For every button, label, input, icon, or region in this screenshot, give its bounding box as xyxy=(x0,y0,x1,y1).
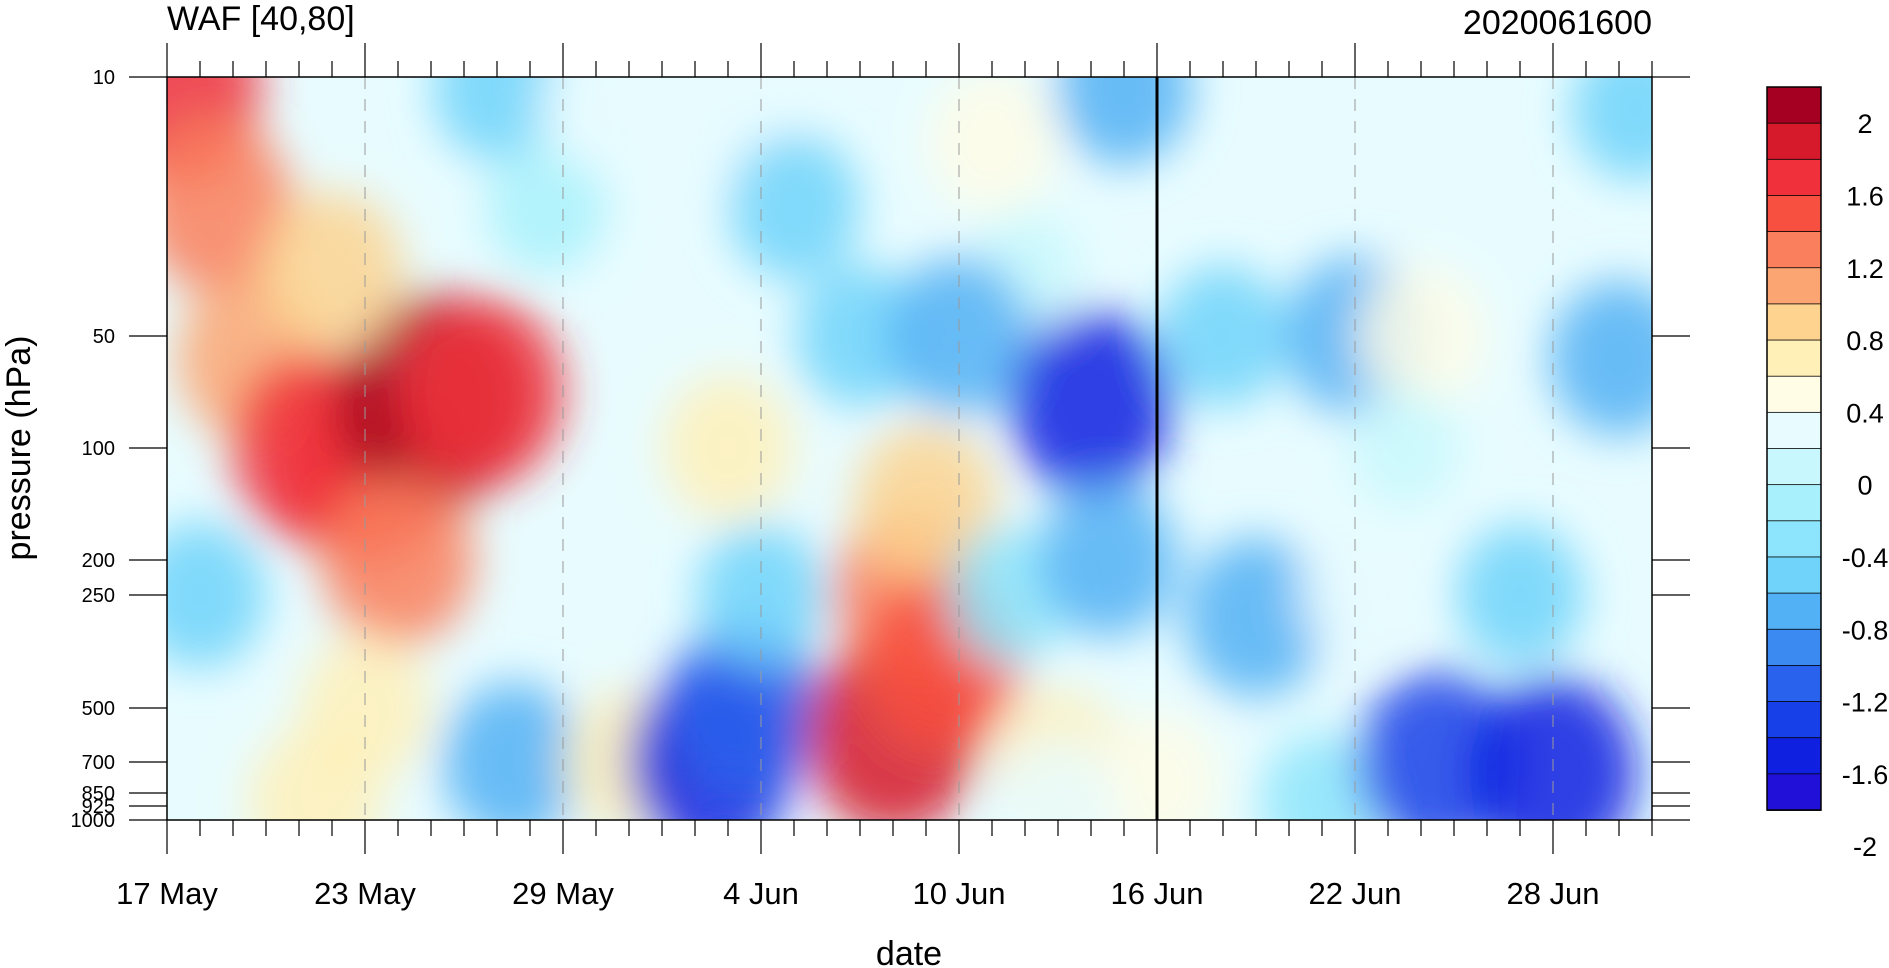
field-blob-49 xyxy=(1571,77,1652,181)
plot-area xyxy=(167,77,1652,820)
x-tick-label-5: 16 Jun xyxy=(1110,876,1203,911)
x-tick-label-1: 23 May xyxy=(314,876,416,911)
field-blob-10 xyxy=(247,726,384,820)
colorbar-swatch-14 xyxy=(1766,592,1822,631)
field-blob-12 xyxy=(167,521,266,669)
y-tick-label-6: 700 xyxy=(82,752,115,774)
y-tick-label-8: 925 xyxy=(82,796,115,818)
field-layer xyxy=(167,77,1652,820)
colorbar-swatch-2 xyxy=(1766,158,1822,197)
y-tick-label-2: 100 xyxy=(82,438,115,460)
colorbar-swatch-16 xyxy=(1766,665,1822,703)
field-blob-39 xyxy=(1184,537,1328,698)
field-blob-1 xyxy=(167,120,294,293)
colorbar-swatch-8 xyxy=(1766,375,1822,414)
field-blob-47 xyxy=(1549,280,1652,436)
x-tick-label-6: 22 Jun xyxy=(1308,876,1401,911)
y-tick-label-9: 1000 xyxy=(71,810,116,832)
colorbar-swatch-10 xyxy=(1766,448,1822,486)
colorbar-label-9: -1.6 xyxy=(1842,760,1889,790)
colorbar-swatch-6 xyxy=(1766,303,1822,341)
colorbar-swatch-15 xyxy=(1766,628,1822,667)
colorbar-swatch-11 xyxy=(1766,484,1822,522)
colorbar-label-0: 2 xyxy=(1857,109,1872,139)
colorbar-swatch-0 xyxy=(1766,86,1822,125)
field-blob-32 xyxy=(1009,310,1173,497)
field-blob-14 xyxy=(486,139,607,274)
colorbar-swatch-4 xyxy=(1766,231,1822,269)
field-blob-7 xyxy=(321,473,475,647)
colorbar-swatch-13 xyxy=(1766,556,1822,595)
colorbar-swatch-1 xyxy=(1766,122,1822,161)
colorbar-label-3: 0.8 xyxy=(1846,326,1884,356)
field-blob-28 xyxy=(928,77,1056,213)
colorbar-swatch-18 xyxy=(1766,737,1822,775)
field-blob-16 xyxy=(662,374,794,522)
colorbar-label-8: -1.2 xyxy=(1842,688,1889,718)
y-axis-label: pressure (hPa) xyxy=(0,336,38,561)
y-tick-label-0: 10 xyxy=(93,67,115,89)
field-blob-48 xyxy=(1456,524,1584,666)
y-tick-label-7: 850 xyxy=(82,783,115,805)
field-blob-38 xyxy=(1159,265,1287,407)
colorbar-swatch-3 xyxy=(1766,195,1822,233)
field-blob-33 xyxy=(1038,482,1177,638)
field-blob-18 xyxy=(539,77,653,172)
grid-layer xyxy=(364,77,1554,820)
y-tick-label-3: 200 xyxy=(82,550,115,572)
field-blob-36 xyxy=(997,735,1119,820)
field-blob-13 xyxy=(433,77,561,161)
colorbar-label-5: 0 xyxy=(1857,471,1872,501)
field-blob-20 xyxy=(796,265,924,407)
colorbar-label-2: 1.2 xyxy=(1846,254,1884,284)
colorbar-swatch-9 xyxy=(1766,411,1822,450)
field-blob-40 xyxy=(1259,732,1385,820)
y-tick-label-1: 50 xyxy=(93,326,115,348)
field-blob-22 xyxy=(667,621,822,795)
x-axis-label: date xyxy=(876,935,942,968)
colorbar-label-1: 1.6 xyxy=(1846,181,1884,211)
colorbar-label-4: 0.4 xyxy=(1846,398,1884,428)
field-blob-43 xyxy=(1357,265,1485,407)
field-blob-44 xyxy=(1349,388,1460,508)
colorbar-label-10: -2 xyxy=(1853,832,1877,862)
y-tick-label-5: 500 xyxy=(82,698,115,720)
chart-title: WAF [40,80] xyxy=(167,0,355,38)
colorbar-label-6: -0.4 xyxy=(1842,543,1889,573)
colorbar-frame xyxy=(1766,86,1822,811)
x-tick-label-4: 10 Jun xyxy=(912,876,1005,911)
x-tick-label-0: 17 May xyxy=(116,876,218,911)
colorbar-swatch-7 xyxy=(1766,339,1822,378)
chart-subtitle: 2020061600 xyxy=(1463,4,1652,42)
x-tick-label-2: 29 May xyxy=(512,876,614,911)
field-blob-26 xyxy=(854,424,998,584)
colorbar-swatch-17 xyxy=(1766,701,1822,739)
axes-layer: 17 May 23 May 29 May 4 Jun 10 Jun 16 Jun 22 Ju… xyxy=(71,43,1690,911)
field-blob-37 xyxy=(1056,77,1192,166)
field-blob-30 xyxy=(887,256,1031,416)
x-tick-label-3: 4 Jun xyxy=(723,876,799,911)
colorbar: 2 1.6 1.2 0.8 0.4 0 -0.4 -0.8 -1.2 -1.6 -2 xyxy=(1766,86,1889,862)
field-blob-6 xyxy=(396,296,565,488)
field-blob-19 xyxy=(728,133,860,280)
colorbar-swatch-19 xyxy=(1766,773,1822,811)
colorbar-label-7: -0.8 xyxy=(1842,615,1889,645)
field-blob-8 xyxy=(260,191,404,352)
colorbar-swatch-5 xyxy=(1766,267,1822,305)
x-tick-label-7: 28 Jun xyxy=(1506,876,1599,911)
colorbar-swatch-12 xyxy=(1766,520,1822,558)
y-tick-label-4: 250 xyxy=(82,585,115,607)
field-blob-11 xyxy=(442,682,585,820)
